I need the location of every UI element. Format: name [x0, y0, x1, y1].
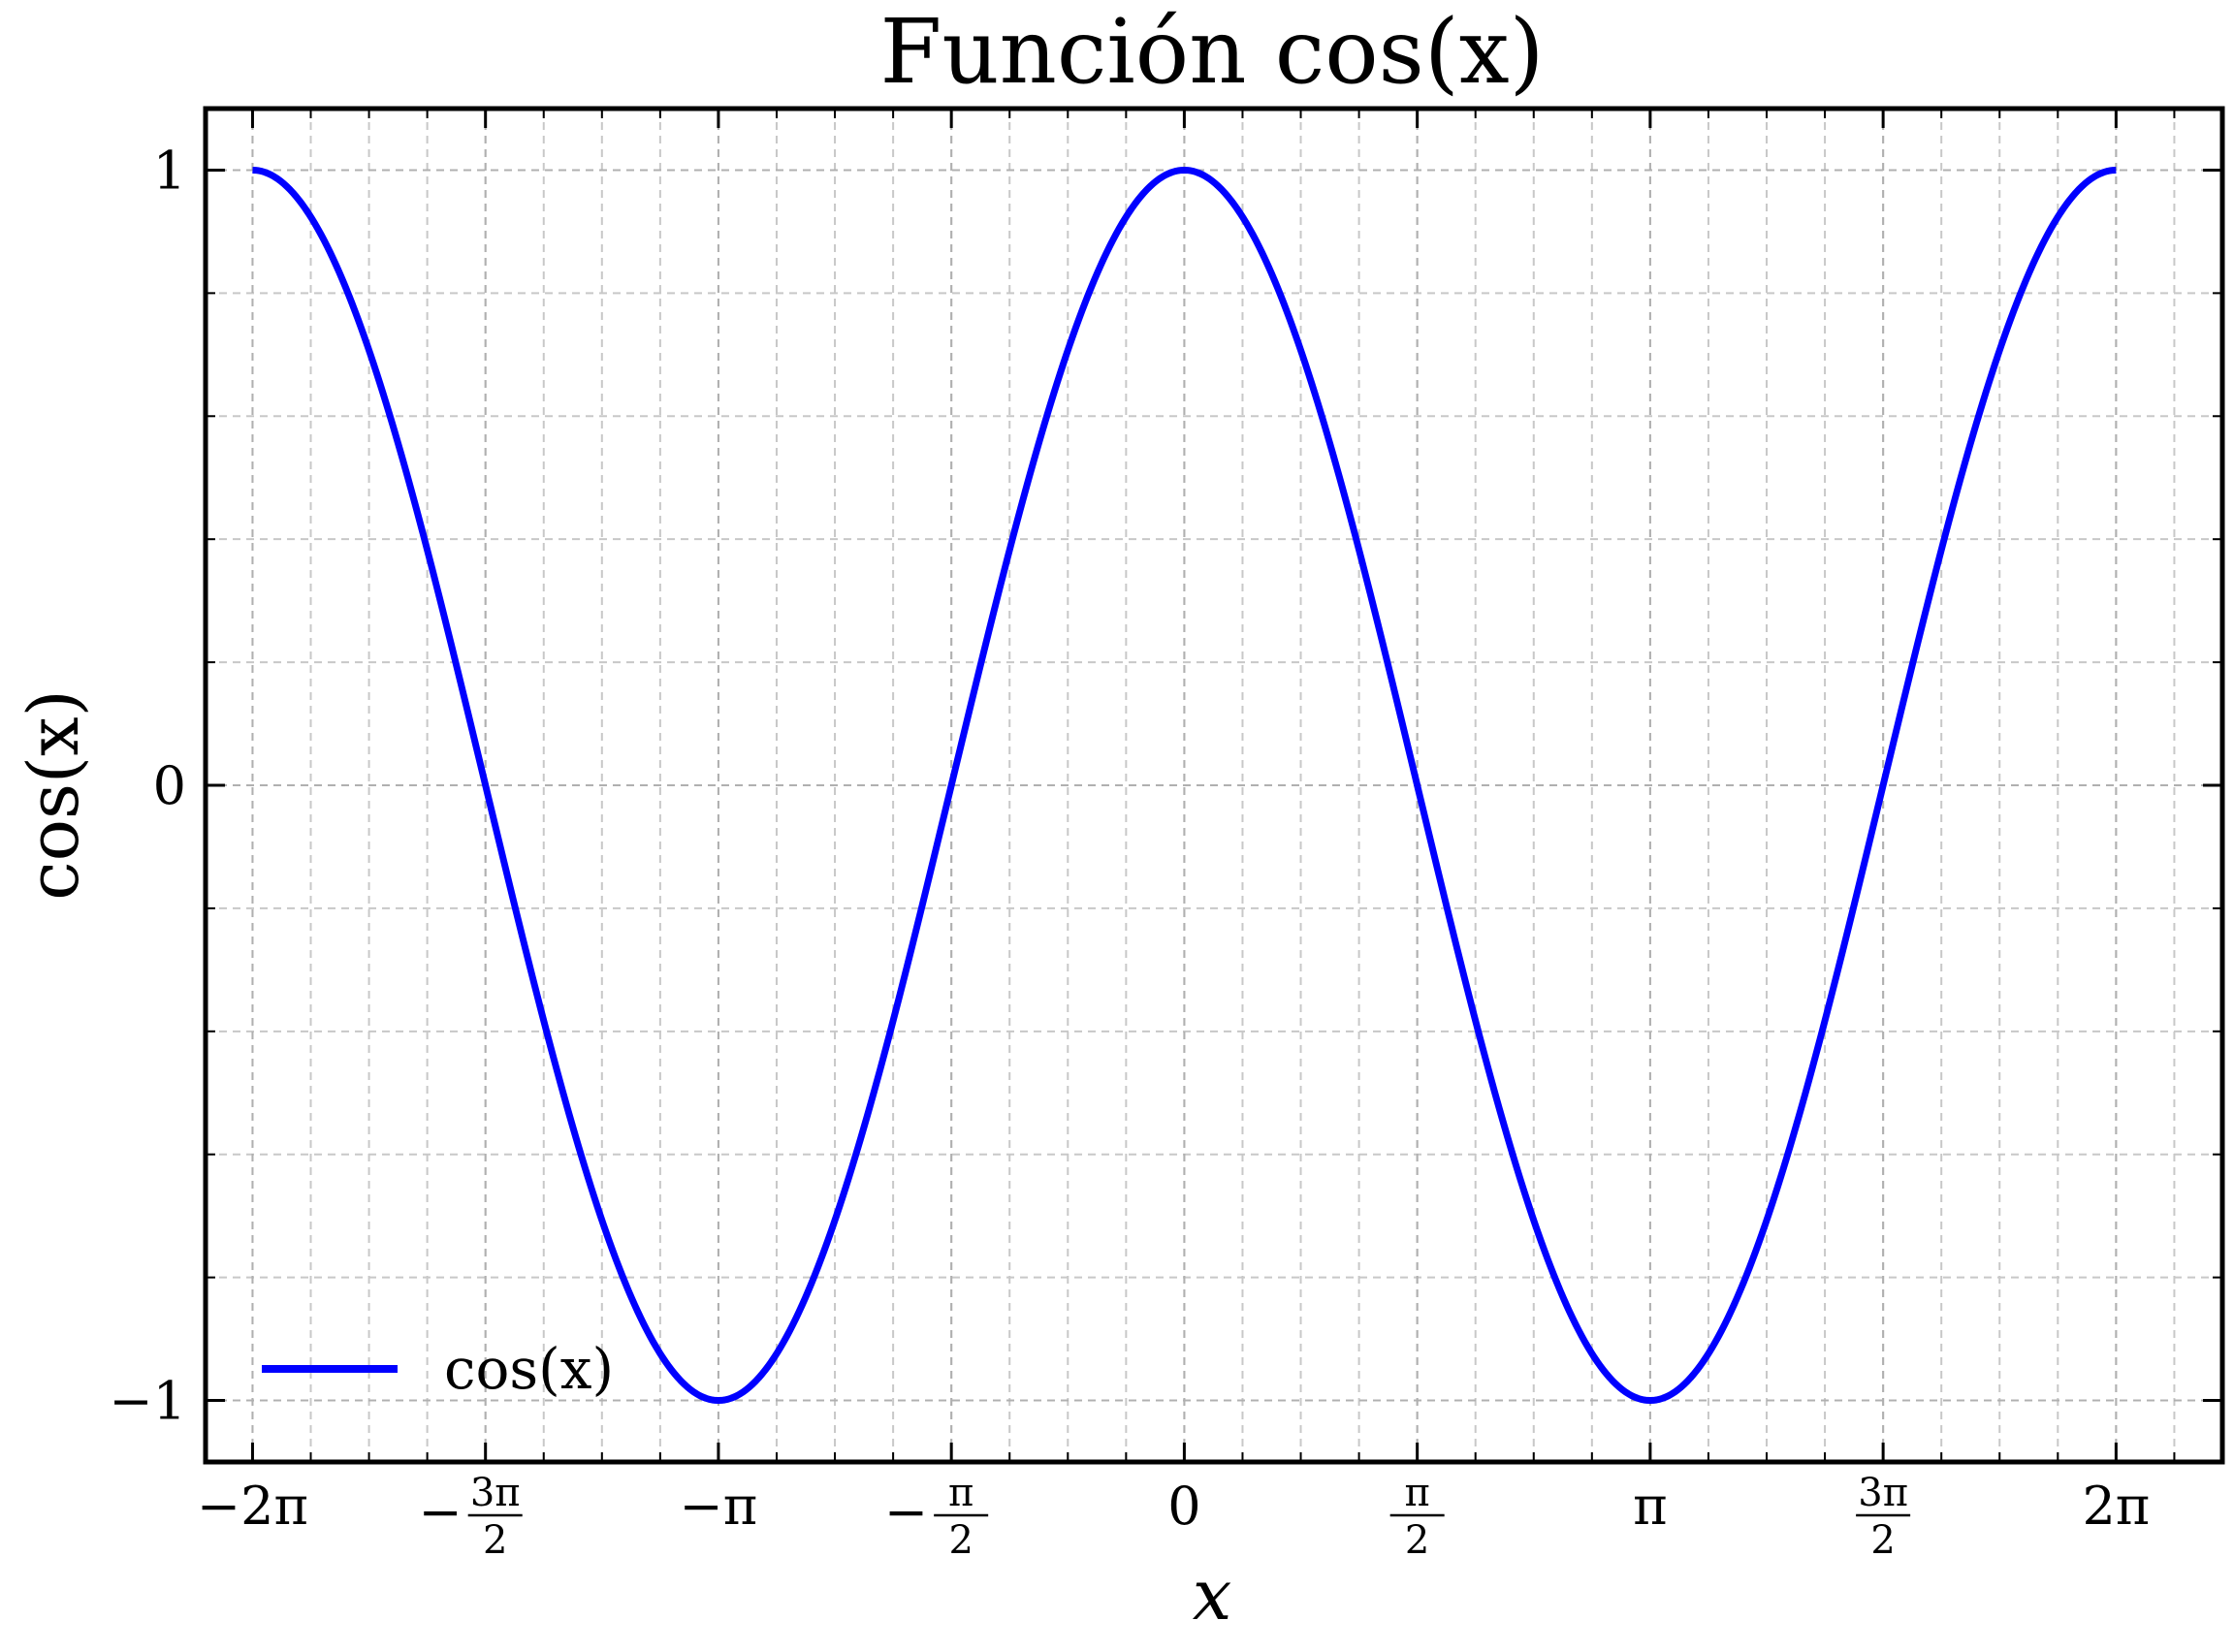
- series-layer: [252, 166, 2117, 1405]
- x-tick-numerator: π: [1405, 1471, 1430, 1515]
- y-tick-label: 1: [153, 140, 186, 201]
- y-tick-label: 0: [153, 755, 186, 816]
- x-tick-label: −3π2: [418, 1471, 523, 1563]
- axis-ticks: [206, 109, 2222, 1462]
- x-tick-sign: −: [884, 1481, 928, 1542]
- x-tick-numerator: 3π: [1858, 1471, 1908, 1515]
- x-tick-text: 2π: [2082, 1476, 2150, 1537]
- x-tick-denominator: 2: [948, 1518, 973, 1563]
- x-tick-denominator: 2: [1870, 1518, 1895, 1563]
- x-tick-label: − π2: [884, 1471, 989, 1563]
- x-tick-label: π: [1633, 1476, 1668, 1537]
- x-tick-numerator: π: [948, 1471, 973, 1515]
- x-tick-label: −π: [680, 1476, 758, 1537]
- y-tick-labels: −1 0 1: [109, 140, 186, 1431]
- chart-title: Función cos(x): [880, 0, 1545, 104]
- x-tick-denominator: 2: [483, 1518, 507, 1563]
- x-tick-text: −π: [680, 1476, 758, 1537]
- x-tick-label: 3π2: [1856, 1471, 1911, 1563]
- legend: cos(x): [262, 1336, 614, 1402]
- x-tick-text: π: [1633, 1476, 1668, 1537]
- x-tick-label: 2π: [2082, 1476, 2150, 1537]
- legend-label: cos(x): [444, 1336, 614, 1402]
- series-line-cos: [252, 166, 2117, 1405]
- x-tick-text: −2π: [197, 1476, 308, 1537]
- x-tick-label: 0: [1167, 1476, 1200, 1537]
- y-tick-label: −1: [109, 1371, 186, 1432]
- x-tick-label: −2π: [197, 1476, 308, 1537]
- x-tick-denominator: 2: [1405, 1518, 1429, 1563]
- x-tick-text: 0: [1167, 1476, 1200, 1537]
- x-tick-label: π2: [1389, 1471, 1445, 1563]
- x-tick-numerator: 3π: [470, 1471, 521, 1515]
- x-axis-label: x: [1193, 1554, 1232, 1636]
- y-axis-label: cos(x): [13, 689, 94, 900]
- major-gridlines: [206, 109, 2222, 1462]
- x-tick-sign: −: [418, 1481, 462, 1542]
